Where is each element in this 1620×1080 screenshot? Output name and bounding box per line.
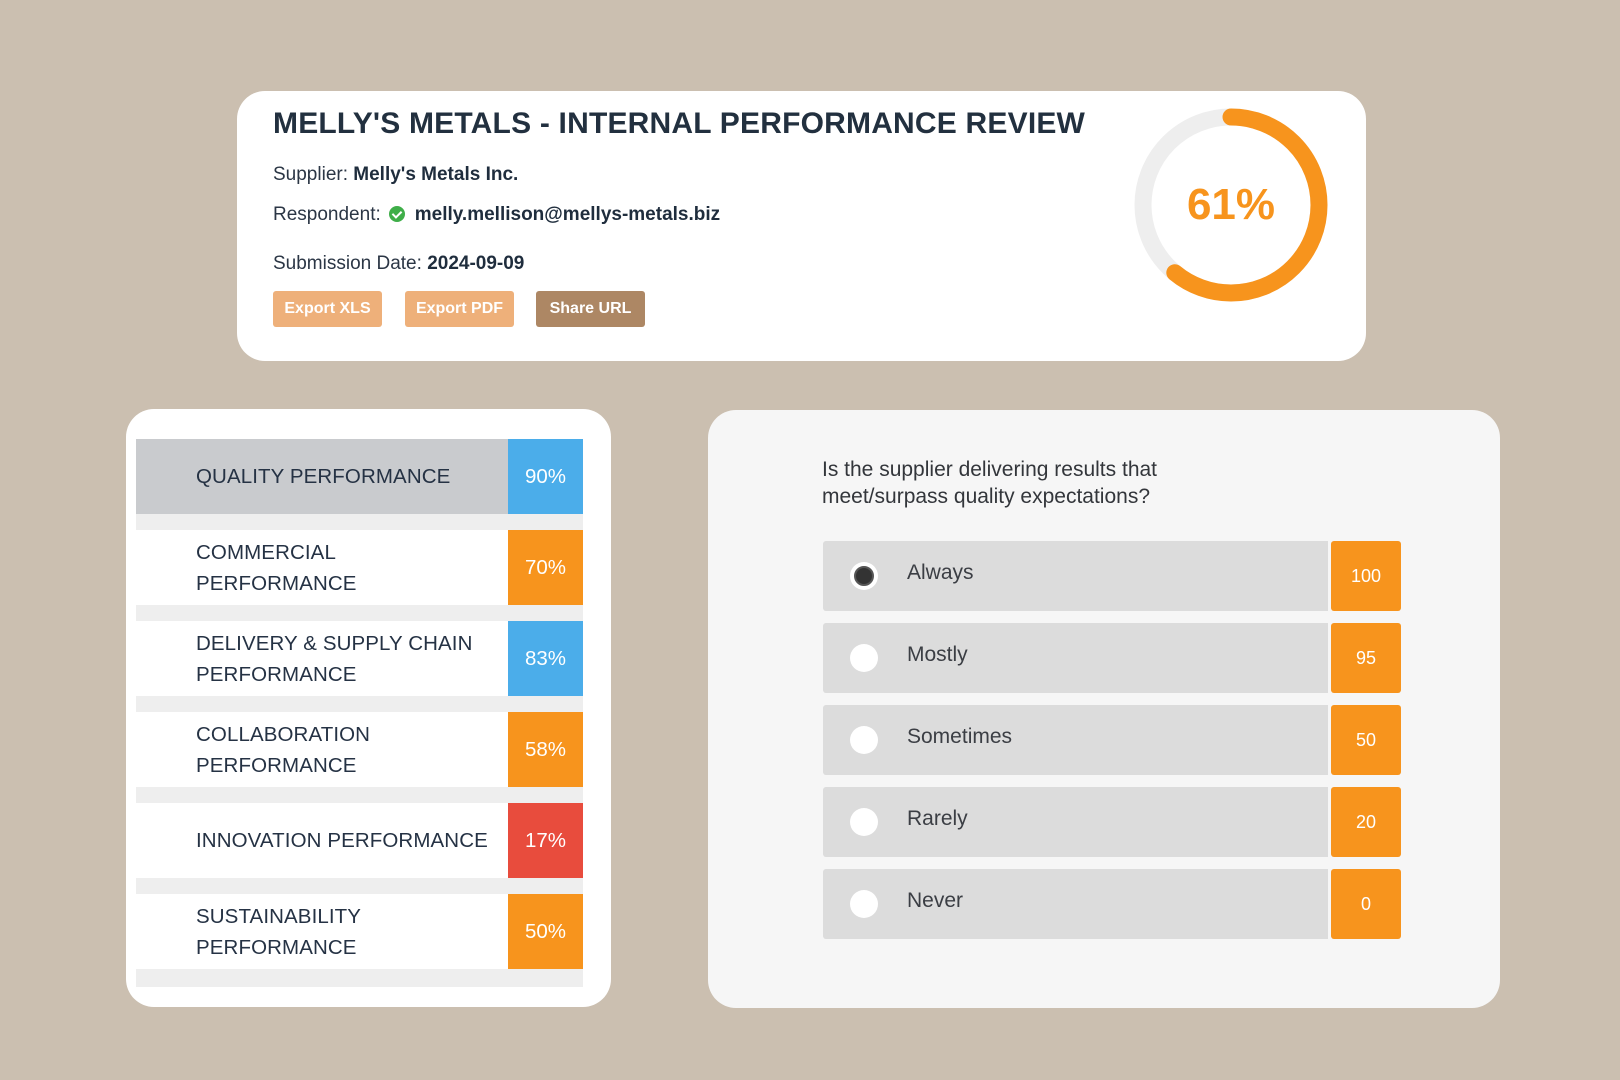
answer-option-rarely[interactable]: Rarely 20 <box>823 787 1401 857</box>
supplier-label: Supplier: <box>273 164 348 185</box>
overall-score-donut <box>1134 108 1328 302</box>
category-score-badge: 50% <box>508 894 583 969</box>
answer-option-mostly[interactable]: Mostly 95 <box>823 623 1401 693</box>
radio-button[interactable] <box>850 644 878 672</box>
category-label: COLLABORATION PERFORMANCE <box>196 722 371 777</box>
answer-option-body[interactable]: Mostly <box>823 623 1328 693</box>
question-text: Is the supplier delivering results that … <box>822 458 1158 508</box>
export-xls-button[interactable]: Export XLS <box>273 291 382 327</box>
answer-score-badge: 0 <box>1331 869 1401 939</box>
answer-score-badge: 100 <box>1331 541 1401 611</box>
category-row-commercial[interactable]: COMMERCIAL PERFORMANCE 70% <box>136 530 583 605</box>
respondent-label: Respondent: <box>273 204 381 225</box>
respondent-email: melly.mellison@mellys-metals.biz <box>414 204 721 225</box>
supplier-value: Melly's Metals Inc. <box>353 164 519 185</box>
radio-button[interactable] <box>850 562 878 590</box>
page-title: MELLY'S METALS - INTERNAL PERFORMANCE RE… <box>273 107 1086 140</box>
review-header-card: MELLY'S METALS - INTERNAL PERFORMANCE RE… <box>237 91 1366 361</box>
category-row-collaboration[interactable]: COLLABORATION PERFORMANCE 58% <box>136 712 583 787</box>
answer-option-label: Rarely <box>907 807 968 830</box>
share-url-button[interactable]: Share URL <box>536 291 645 327</box>
answer-score-badge: 95 <box>1331 623 1401 693</box>
answer-option-sometimes[interactable]: Sometimes 50 <box>823 705 1401 775</box>
category-row-delivery[interactable]: DELIVERY & SUPPLY CHAIN PERFORMANCE 83% <box>136 621 583 696</box>
category-label: SUSTAINABILITY PERFORMANCE <box>196 904 361 959</box>
category-score-badge: 83% <box>508 621 583 696</box>
category-label: DELIVERY & SUPPLY CHAIN PERFORMANCE <box>196 631 473 686</box>
answer-option-body[interactable]: Rarely <box>823 787 1328 857</box>
question-card: Is the supplier delivering results that … <box>708 410 1500 1008</box>
category-row-innovation[interactable]: INNOVATION PERFORMANCE 17% <box>136 803 583 878</box>
submission-date-value: 2024-09-09 <box>427 253 525 274</box>
category-scores-card: QUALITY PERFORMANCE 90% COMMERCIAL PERFO… <box>126 409 611 1007</box>
answer-option-never[interactable]: Never 0 <box>823 869 1401 939</box>
category-label: COMMERCIAL PERFORMANCE <box>196 540 357 595</box>
category-label: QUALITY PERFORMANCE <box>196 465 451 488</box>
answer-option-body[interactable]: Always <box>823 541 1328 611</box>
category-score-badge: 70% <box>508 530 583 605</box>
radio-button[interactable] <box>850 890 878 918</box>
respondent-line: Respondent: melly.mellison@mellys-metals.… <box>273 204 720 226</box>
category-score-badge: 90% <box>508 439 583 514</box>
supplier-line: Supplier: Melly's Metals Inc. <box>273 164 518 186</box>
overall-score-label: 61% <box>1186 180 1276 229</box>
radio-button[interactable] <box>850 726 878 754</box>
category-row-quality[interactable]: QUALITY PERFORMANCE 90% <box>136 439 583 514</box>
answer-score-badge: 50 <box>1331 705 1401 775</box>
category-row-sustainability[interactable]: SUSTAINABILITY PERFORMANCE 50% <box>136 894 583 969</box>
answer-option-always[interactable]: Always 100 <box>823 541 1401 611</box>
category-score-badge: 58% <box>508 712 583 787</box>
check-circle-icon <box>388 206 405 222</box>
export-pdf-button[interactable]: Export PDF <box>405 291 514 327</box>
answer-option-label: Never <box>907 889 964 912</box>
answer-option-body[interactable]: Never <box>823 869 1328 939</box>
category-score-badge: 17% <box>508 803 583 878</box>
answer-score-badge: 20 <box>1331 787 1401 857</box>
answer-option-label: Mostly <box>907 643 968 666</box>
answer-option-label: Always <box>907 561 974 584</box>
submission-date-label: Submission Date: <box>273 253 422 274</box>
answer-option-body[interactable]: Sometimes <box>823 705 1328 775</box>
category-label: INNOVATION PERFORMANCE <box>196 829 488 852</box>
category-list: QUALITY PERFORMANCE 90% COMMERCIAL PERFO… <box>136 439 583 987</box>
radio-button[interactable] <box>850 808 878 836</box>
submission-date-line: Submission Date: 2024-09-09 <box>273 253 524 275</box>
answer-option-label: Sometimes <box>907 725 1013 748</box>
donut-progress-arc <box>1134 108 1328 302</box>
